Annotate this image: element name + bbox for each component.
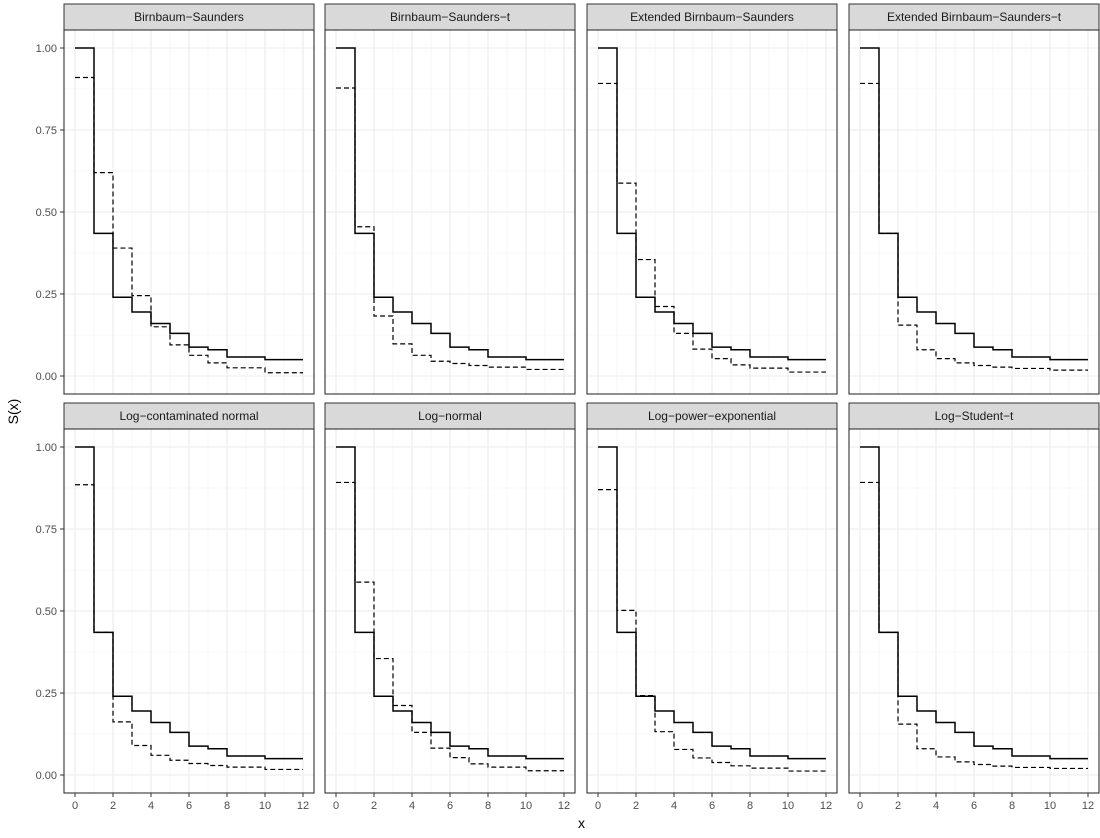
facet-panel: Log−power−exponential 0 2 4 6 8 10 12 (586, 402, 838, 812)
facet-strip (586, 402, 838, 430)
facet-panel: Log−normal 0 2 4 6 8 10 12 (324, 402, 576, 812)
x-tick-label: 0 (72, 800, 78, 812)
x-tick-label: 0 (333, 800, 339, 812)
y-tick-label: 1.00 (36, 442, 57, 454)
facet-title: Log−normal (418, 409, 482, 423)
x-tick-label: 4 (148, 800, 154, 812)
facet-panel: Extended Birnbaum−Saunders (586, 3, 838, 395)
series-fitted-line (598, 489, 826, 772)
y-tick-label: 0.25 (36, 688, 57, 700)
x-tick-label: 2 (633, 800, 639, 812)
x-tick-label: 2 (110, 800, 116, 812)
x-tick-label: 2 (895, 800, 901, 812)
y-tick-label: 0.75 (36, 524, 57, 536)
facet-strip (63, 3, 315, 31)
x-tick-label: 12 (1082, 800, 1094, 812)
y-tick-label: 0.50 (36, 606, 57, 618)
facet-title: Log−Student−t (935, 409, 1014, 423)
x-tick-label: 6 (709, 800, 715, 812)
x-tick-label: 0 (857, 800, 863, 812)
facet-panel: Birnbaum−Saunders 0.00 0.25 0.50 0.75 1.00 (36, 3, 315, 395)
y-tick-label: 0.50 (36, 207, 57, 219)
y-tick-label: 0.75 (36, 125, 57, 137)
x-tick-label: 8 (747, 800, 753, 812)
series-empirical-line (75, 47, 303, 361)
series-fitted-line (598, 82, 826, 373)
panel-border (324, 29, 576, 395)
y-tick-label: 0.00 (36, 371, 57, 383)
facet-panel: Log−Student−t 0 2 4 6 8 10 12 (848, 402, 1100, 812)
y-tick-label: 0.25 (36, 289, 57, 301)
facet-strip (586, 3, 838, 31)
x-tick-label: 6 (186, 800, 192, 812)
x-tick-label: 8 (485, 800, 491, 812)
x-tick-label: 10 (782, 800, 794, 812)
x-tick-label: 10 (259, 800, 271, 812)
series-fitted-line (860, 481, 1088, 770)
x-tick-label: 12 (820, 800, 832, 812)
x-tick-label: 4 (933, 800, 939, 812)
series-fitted-line (336, 87, 564, 371)
x-tick-label: 0 (595, 800, 601, 812)
facet-title: Log−contaminated normal (119, 409, 258, 423)
series-fitted-line (75, 484, 303, 771)
facet-title: Extended Birnbaum−Saunders (630, 10, 794, 24)
panel-border (586, 29, 838, 395)
x-tick-label: 6 (447, 800, 453, 812)
series-fitted-line (860, 82, 1088, 371)
x-tick-label: 4 (409, 800, 415, 812)
facet-panel: Birnbaum−Saunders−t (324, 3, 576, 395)
series-empirical-line (336, 446, 564, 760)
x-tick-label: 10 (520, 800, 532, 812)
facet-title: Log−power−exponential (648, 409, 776, 423)
series-fitted-line (336, 481, 564, 772)
series-empirical-line (336, 47, 564, 361)
x-tick-label: 8 (1009, 800, 1015, 812)
x-tick-label: 12 (558, 800, 570, 812)
facet-strip (848, 3, 1100, 31)
facet-panel: Log−contaminated normal 0.00 0.25 0.50 0.75 1… (36, 402, 315, 812)
x-tick-label: 6 (971, 800, 977, 812)
facet-panel: Extended Birnbaum−Saunders−t (848, 3, 1100, 395)
x-tick-label: 12 (297, 800, 309, 812)
x-tick-label: 2 (371, 800, 377, 812)
series-fitted-line (75, 76, 303, 374)
y-tick-label: 0.00 (36, 770, 57, 782)
x-tick-label: 10 (1044, 800, 1056, 812)
x-tick-label: 4 (671, 800, 677, 812)
facet-title: Birnbaum−Saunders (134, 10, 244, 24)
facet-strip (324, 3, 576, 31)
facet-strip (848, 402, 1100, 430)
panel-border (848, 29, 1100, 395)
series-empirical-line (598, 47, 826, 361)
y-tick-label: 1.00 (36, 43, 57, 55)
facet-title: Birnbaum−Saunders−t (390, 10, 511, 24)
facet-strip (324, 402, 576, 430)
facet-title: Extended Birnbaum−Saunders−t (887, 10, 1062, 24)
y-axis-title: S(x) (5, 399, 21, 425)
x-axis-title: x (578, 815, 585, 831)
x-tick-label: 8 (224, 800, 230, 812)
